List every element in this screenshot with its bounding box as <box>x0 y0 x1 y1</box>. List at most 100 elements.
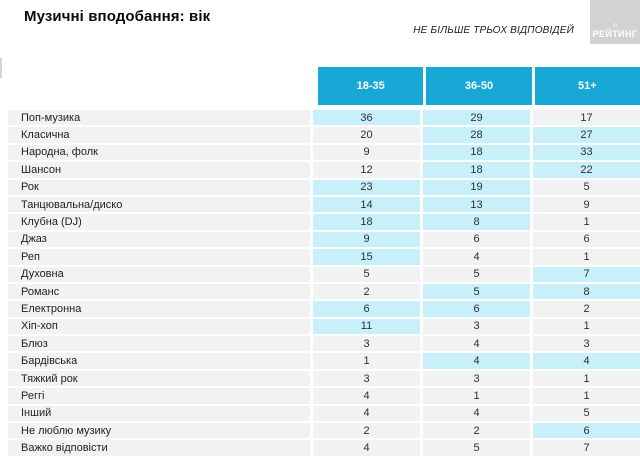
value-cell: 8 <box>530 283 640 302</box>
value-cell: 2 <box>420 423 530 441</box>
left-edge-tick <box>0 58 2 78</box>
value-cell: 27 <box>530 127 640 145</box>
value-cell: 12 <box>310 162 420 180</box>
row-label: Поп-музика <box>8 110 310 128</box>
value-cell: 19 <box>420 179 530 197</box>
value-cell: 3 <box>310 370 420 389</box>
value-cell: 2 <box>310 423 420 441</box>
value-cell: 14 <box>310 196 420 215</box>
value-cell: 22 <box>530 162 640 180</box>
row-label: Джаз <box>8 231 310 250</box>
value-cell: 5 <box>420 440 530 458</box>
row-label: Шансон <box>8 162 310 180</box>
table-row: Тяжкий рок 3 3 1 <box>0 370 640 389</box>
value-cell: 6 <box>420 231 530 250</box>
value-cell: 33 <box>530 144 640 163</box>
row-label: Романс <box>8 283 310 302</box>
row-label: Реггі <box>8 388 310 406</box>
value-cell: 7 <box>530 440 640 458</box>
table-row: Поп-музика 36 29 17 <box>0 110 640 128</box>
column-header-18-35: 18-35 <box>318 67 424 105</box>
table-row: Танцювальна/диско 14 13 9 <box>0 196 640 215</box>
row-label: Народна, фолк <box>8 144 310 163</box>
row-label: Бардівська <box>8 353 310 371</box>
logo-mark-icon <box>612 23 618 27</box>
value-cell: 17 <box>530 110 640 128</box>
table-row: Інший 4 4 5 <box>0 405 640 424</box>
column-header-51plus: 51+ <box>531 67 640 105</box>
rating-group-logo: РЕЙТИНГ <box>590 0 640 44</box>
row-label: Клубна (DJ) <box>8 214 310 232</box>
table-row: Електронна 6 6 2 <box>0 301 640 319</box>
table-row: Клубна (DJ) 18 8 1 <box>0 214 640 232</box>
table-row: Рок 23 19 5 <box>0 179 640 197</box>
table-row: Джаз 9 6 6 <box>0 231 640 250</box>
value-cell: 1 <box>530 318 640 337</box>
row-label: Тяжкий рок <box>8 370 310 389</box>
table-row: Бардівська 1 4 4 <box>0 353 640 371</box>
table-row: Важко відповісти 4 5 7 <box>0 440 640 458</box>
table-row: Реп 15 4 1 <box>0 249 640 267</box>
value-cell: 13 <box>420 196 530 215</box>
row-label: Хіп-хоп <box>8 318 310 337</box>
value-cell: 4 <box>310 405 420 424</box>
value-cell: 1 <box>530 388 640 406</box>
value-cell: 6 <box>530 423 640 441</box>
value-cell: 9 <box>310 231 420 250</box>
table-row: Духовна 5 5 7 <box>0 266 640 284</box>
row-label: Не люблю музику <box>8 423 310 441</box>
page-title: Музичні вподобання: вік <box>24 8 211 25</box>
value-cell: 3 <box>530 336 640 354</box>
value-cell: 36 <box>310 110 420 128</box>
value-cell: 5 <box>420 266 530 284</box>
row-label: Духовна <box>8 266 310 284</box>
value-cell: 1 <box>310 353 420 371</box>
table-row: Романс 2 5 8 <box>0 283 640 302</box>
value-cell: 3 <box>310 336 420 354</box>
table-row: Шансон 12 18 22 <box>0 162 640 180</box>
value-cell: 4 <box>420 249 530 267</box>
table-row: Блюз 3 4 3 <box>0 336 640 354</box>
value-cell: 5 <box>420 283 530 302</box>
value-cell: 3 <box>420 370 530 389</box>
row-label: Класична <box>8 127 310 145</box>
table-row: Не люблю музику 2 2 6 <box>0 423 640 441</box>
row-label: Інший <box>8 405 310 424</box>
value-cell: 18 <box>420 144 530 163</box>
value-cell: 4 <box>420 336 530 354</box>
value-cell: 18 <box>310 214 420 232</box>
value-cell: 3 <box>420 318 530 337</box>
survey-note: НЕ БІЛЬШЕ ТРЬОХ ВІДПОВІДЕЙ <box>413 25 574 36</box>
value-cell: 4 <box>310 388 420 406</box>
value-cell: 15 <box>310 249 420 267</box>
table-row: Класична 20 28 27 <box>0 127 640 145</box>
row-label: Електронна <box>8 301 310 319</box>
value-cell: 1 <box>530 370 640 389</box>
table-header-row: 18-35 36-50 51+ <box>318 67 640 105</box>
value-cell: 1 <box>420 388 530 406</box>
preferences-table: 18-35 36-50 51+ Поп-музика 36 29 17 Клас… <box>0 67 640 458</box>
table-row: Реггі 4 1 1 <box>0 388 640 406</box>
row-label: Рок <box>8 179 310 197</box>
column-header-36-50: 36-50 <box>423 67 532 105</box>
value-cell: 4 <box>310 440 420 458</box>
row-label: Блюз <box>8 336 310 354</box>
value-cell: 2 <box>530 301 640 319</box>
value-cell: 5 <box>530 405 640 424</box>
value-cell: 4 <box>530 353 640 371</box>
value-cell: 18 <box>420 162 530 180</box>
value-cell: 7 <box>530 266 640 284</box>
table-row: Хіп-хоп 11 3 1 <box>0 318 640 337</box>
value-cell: 1 <box>530 249 640 267</box>
value-cell: 4 <box>420 353 530 371</box>
value-cell: 6 <box>420 301 530 319</box>
value-cell: 8 <box>420 214 530 232</box>
row-label: Реп <box>8 249 310 267</box>
row-label: Важко відповісти <box>8 440 310 458</box>
value-cell: 29 <box>420 110 530 128</box>
value-cell: 5 <box>310 266 420 284</box>
value-cell: 23 <box>310 179 420 197</box>
value-cell: 4 <box>420 405 530 424</box>
table-body: Поп-музика 36 29 17 Класична 20 28 27 На… <box>0 110 640 458</box>
value-cell: 20 <box>310 127 420 145</box>
